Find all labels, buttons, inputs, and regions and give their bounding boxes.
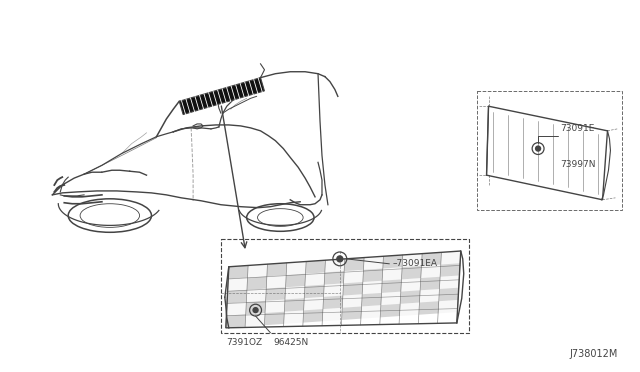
Polygon shape [228,266,248,279]
Polygon shape [440,275,460,289]
Polygon shape [439,288,459,301]
Polygon shape [343,282,363,295]
Polygon shape [344,270,364,283]
Polygon shape [324,271,344,285]
Polygon shape [383,255,403,269]
Polygon shape [248,264,268,278]
Polygon shape [179,78,264,115]
Polygon shape [285,286,305,299]
Polygon shape [401,266,422,279]
Polygon shape [363,269,383,282]
Polygon shape [305,272,325,286]
Polygon shape [247,276,267,290]
Polygon shape [266,275,286,289]
Polygon shape [342,307,362,320]
Polygon shape [401,278,421,292]
Polygon shape [227,302,246,315]
Polygon shape [284,310,304,324]
Circle shape [337,256,343,262]
Polygon shape [267,263,287,276]
Polygon shape [285,274,305,287]
Polygon shape [226,314,246,328]
Text: J738012M: J738012M [569,349,618,359]
Text: 73091E: 73091E [560,124,595,133]
Polygon shape [265,299,285,313]
Polygon shape [382,267,402,281]
Polygon shape [325,259,345,272]
Polygon shape [402,254,422,267]
Polygon shape [400,302,420,316]
Circle shape [253,308,258,312]
Polygon shape [228,278,248,291]
Polygon shape [264,312,284,325]
Polygon shape [304,297,324,310]
Text: 7391OZ: 7391OZ [226,338,262,347]
Polygon shape [419,301,439,315]
Polygon shape [246,289,266,302]
Polygon shape [420,289,440,302]
Polygon shape [361,305,381,319]
Polygon shape [227,290,247,304]
Text: –73091EA: –73091EA [392,259,437,268]
Polygon shape [305,260,326,274]
Polygon shape [266,287,285,301]
Polygon shape [284,298,305,312]
Polygon shape [286,262,306,275]
Circle shape [536,146,541,151]
Polygon shape [381,279,401,293]
Polygon shape [380,304,401,317]
Polygon shape [305,285,324,298]
Polygon shape [420,277,440,290]
Polygon shape [364,256,383,270]
Polygon shape [323,295,343,309]
Polygon shape [246,301,266,314]
Polygon shape [303,309,323,323]
Polygon shape [401,290,420,304]
Text: 73997N: 73997N [560,160,595,169]
Polygon shape [422,252,442,266]
Polygon shape [362,293,381,307]
Polygon shape [381,292,401,305]
Polygon shape [362,281,382,294]
Polygon shape [344,257,364,271]
Polygon shape [421,264,441,278]
Polygon shape [324,283,344,297]
Polygon shape [323,308,342,321]
Polygon shape [441,251,461,264]
Polygon shape [342,294,362,308]
Polygon shape [245,313,265,327]
Polygon shape [438,300,458,313]
Polygon shape [440,263,460,277]
Text: 96425N: 96425N [273,338,308,347]
